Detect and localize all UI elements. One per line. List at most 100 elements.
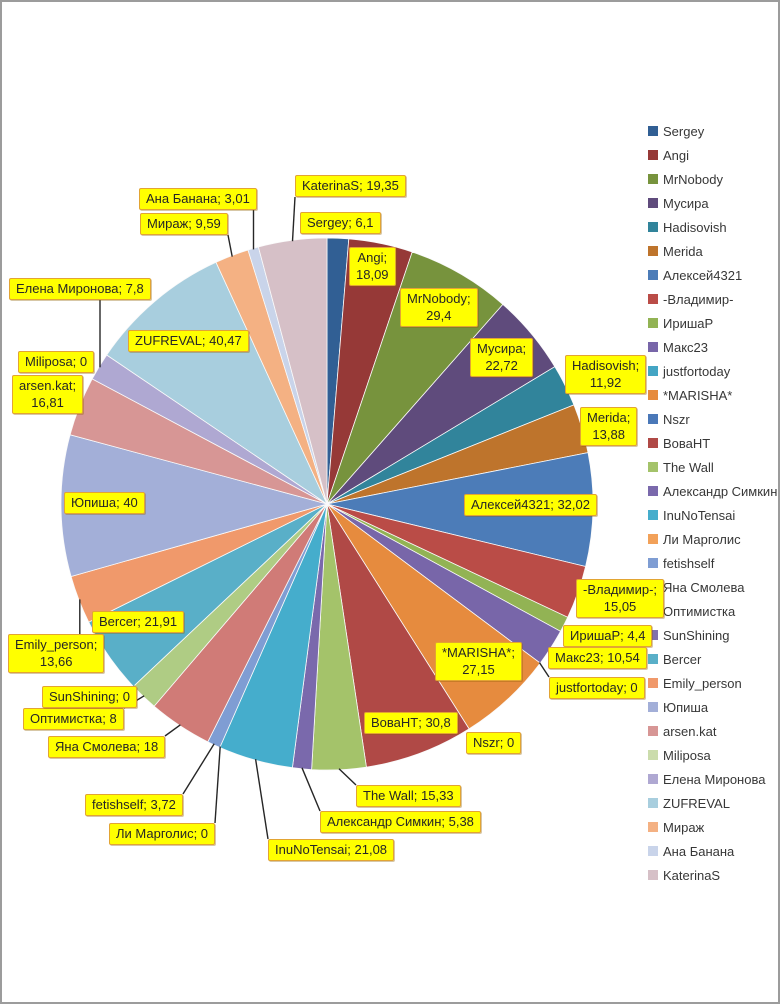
data-label[interactable]: Ли Марголис; 0 bbox=[109, 823, 216, 846]
legend-swatch bbox=[648, 126, 658, 136]
data-label-text: Ана Банана; 3,01 bbox=[146, 191, 250, 206]
legend-swatch bbox=[648, 342, 658, 352]
legend-item-label: The Wall bbox=[663, 459, 714, 475]
legend-item-label: Nszr bbox=[663, 411, 690, 427]
legend-item[interactable]: Макс23 bbox=[648, 335, 708, 359]
data-label[interactable]: SunShining; 0 bbox=[42, 686, 137, 709]
data-label[interactable]: The Wall; 15,33 bbox=[356, 785, 461, 808]
data-label[interactable]: Яна Смолева; 18 bbox=[48, 736, 166, 759]
data-label[interactable]: InuNoTensai; 21,08 bbox=[268, 839, 395, 862]
legend-swatch bbox=[648, 462, 658, 472]
data-label[interactable]: Юпиша; 40 bbox=[64, 492, 145, 515]
data-label[interactable]: Merida; 13,88 bbox=[580, 407, 638, 447]
data-label[interactable]: Sergey; 6,1 bbox=[300, 212, 381, 235]
legend-item[interactable]: ВоваНТ bbox=[648, 431, 710, 455]
legend-swatch bbox=[648, 150, 658, 160]
data-label-text: The Wall; 15,33 bbox=[363, 788, 454, 803]
legend-item-label: ВоваНТ bbox=[663, 435, 711, 451]
legend-item-label: Ли Марголис bbox=[663, 531, 741, 547]
data-label-text: fetishself; 3,72 bbox=[92, 797, 176, 812]
data-label[interactable]: ZUFREVAL; 40,47 bbox=[128, 330, 249, 353]
legend-swatch bbox=[648, 654, 658, 664]
data-label[interactable]: Алексей4321; 32,02 bbox=[464, 494, 597, 517]
data-label-text: 15,05 bbox=[603, 599, 637, 615]
data-label[interactable]: Оптимистка; 8 bbox=[23, 708, 124, 731]
pie-slice[interactable] bbox=[326, 503, 470, 768]
legend-item[interactable]: *MARISHA* bbox=[648, 383, 732, 407]
legend-item[interactable]: Александр Симкин bbox=[648, 479, 777, 503]
data-label[interactable]: Мусира; 22,72 bbox=[470, 338, 534, 378]
legend-item[interactable]: MrNobody bbox=[648, 167, 723, 191]
legend-item[interactable]: Merida bbox=[648, 239, 703, 263]
legend-item[interactable]: Елена Миронова bbox=[648, 767, 765, 791]
data-label[interactable]: KaterinaS; 19,35 bbox=[295, 175, 406, 198]
data-label[interactable]: Nszr; 0 bbox=[466, 732, 522, 755]
legend-item[interactable]: KaterinaS bbox=[648, 863, 720, 887]
legend-item[interactable]: fetishself bbox=[648, 551, 714, 575]
legend-item[interactable]: Emily_person bbox=[648, 671, 742, 695]
data-label[interactable]: justfortoday; 0 bbox=[549, 677, 645, 700]
legend-item-label: InuNoTensai bbox=[663, 507, 736, 523]
legend-item-label: SunShining bbox=[663, 627, 730, 643]
legend-item[interactable]: arsen.kat bbox=[648, 719, 716, 743]
data-label-text: Елена Миронова; 7,8 bbox=[16, 281, 144, 296]
legend-item[interactable]: Мираж bbox=[648, 815, 704, 839]
legend-item[interactable]: Юпиша bbox=[648, 695, 708, 719]
data-label[interactable]: ВоваНТ; 30,8 bbox=[364, 712, 458, 735]
legend-item[interactable]: Angi bbox=[648, 143, 689, 167]
legend-item[interactable]: Sergey bbox=[648, 119, 704, 143]
legend-swatch bbox=[648, 174, 658, 184]
legend-item[interactable]: Ли Марголис bbox=[648, 527, 741, 551]
data-label-text: Яна Смолева; 18 bbox=[55, 739, 159, 754]
data-label-text: 13,88 bbox=[592, 427, 625, 443]
data-label[interactable]: fetishself; 3,72 bbox=[85, 794, 183, 817]
legend-item[interactable]: Алексей4321 bbox=[648, 263, 742, 287]
pie-slice[interactable] bbox=[106, 261, 328, 506]
data-label-text: ZUFREVAL; 40,47 bbox=[135, 333, 242, 348]
data-label-text: InuNoTensai; 21,08 bbox=[275, 842, 388, 857]
legend-item-label: Макс23 bbox=[663, 339, 708, 355]
legend-item[interactable]: SunShining bbox=[648, 623, 730, 647]
data-label[interactable]: Miliposa; 0 bbox=[18, 351, 95, 374]
data-label[interactable]: Hadisovish; 11,92 bbox=[565, 355, 647, 395]
legend-item-label: Bercer bbox=[663, 651, 702, 667]
legend-item[interactable]: Nszr bbox=[648, 407, 690, 431]
legend-item[interactable]: ZUFREVAL bbox=[648, 791, 730, 815]
data-label[interactable]: Мираж; 9,59 bbox=[140, 213, 228, 236]
data-label[interactable]: *MARISHA*; 27,15 bbox=[435, 642, 522, 682]
data-label[interactable]: arsen.kat; 16,81 bbox=[12, 375, 84, 415]
data-label-text: 27,15 bbox=[462, 662, 495, 678]
data-label[interactable]: Emily_person; 13,66 bbox=[8, 634, 105, 674]
data-label[interactable]: MrNobody; 29,4 bbox=[400, 288, 478, 328]
legend-item[interactable]: Мусира bbox=[648, 191, 709, 215]
data-label[interactable]: Макс23; 10,54 bbox=[548, 647, 647, 670]
pie-slice[interactable] bbox=[60, 434, 329, 577]
data-label[interactable]: Bercer; 21,91 bbox=[92, 611, 185, 634]
data-label[interactable]: -Владимир-; 15,05 bbox=[576, 579, 665, 619]
data-label[interactable]: ИришаP; 4,4 bbox=[563, 625, 653, 648]
legend-item-label: Sergey bbox=[663, 123, 705, 139]
leader-line bbox=[182, 743, 215, 795]
legend-item[interactable]: -Владимир- bbox=[648, 287, 733, 311]
data-label[interactable]: Angi; 18,09 bbox=[349, 247, 396, 287]
legend-item[interactable]: Ана Банана bbox=[648, 839, 734, 863]
data-label[interactable]: Елена Миронова; 7,8 bbox=[9, 278, 151, 301]
data-label-text: justfortoday; 0 bbox=[556, 680, 638, 695]
leader-line bbox=[227, 234, 233, 257]
leader-line bbox=[301, 767, 321, 812]
data-label[interactable]: Ана Банана; 3,01 bbox=[139, 188, 257, 211]
legend-item[interactable]: Hadisovish bbox=[648, 215, 727, 239]
legend-item[interactable]: Miliposa bbox=[648, 743, 711, 767]
legend-item[interactable]: The Wall bbox=[648, 455, 714, 479]
data-label[interactable]: Александр Симкин; 5,38 bbox=[320, 811, 481, 834]
legend-item[interactable]: justfortoday bbox=[648, 359, 730, 383]
legend-item[interactable]: ИришаP bbox=[648, 311, 713, 335]
legend-item-label: Елена Миронова bbox=[663, 771, 766, 787]
legend-item[interactable]: InuNoTensai bbox=[648, 503, 735, 527]
data-label-text: 11,92 bbox=[589, 375, 622, 391]
legend-swatch bbox=[648, 294, 658, 304]
legend-item-label: *MARISHA* bbox=[663, 387, 733, 403]
legend-item[interactable]: Bercer bbox=[648, 647, 701, 671]
legend-swatch bbox=[648, 246, 658, 256]
data-label-text: arsen.kat; bbox=[19, 378, 77, 393]
